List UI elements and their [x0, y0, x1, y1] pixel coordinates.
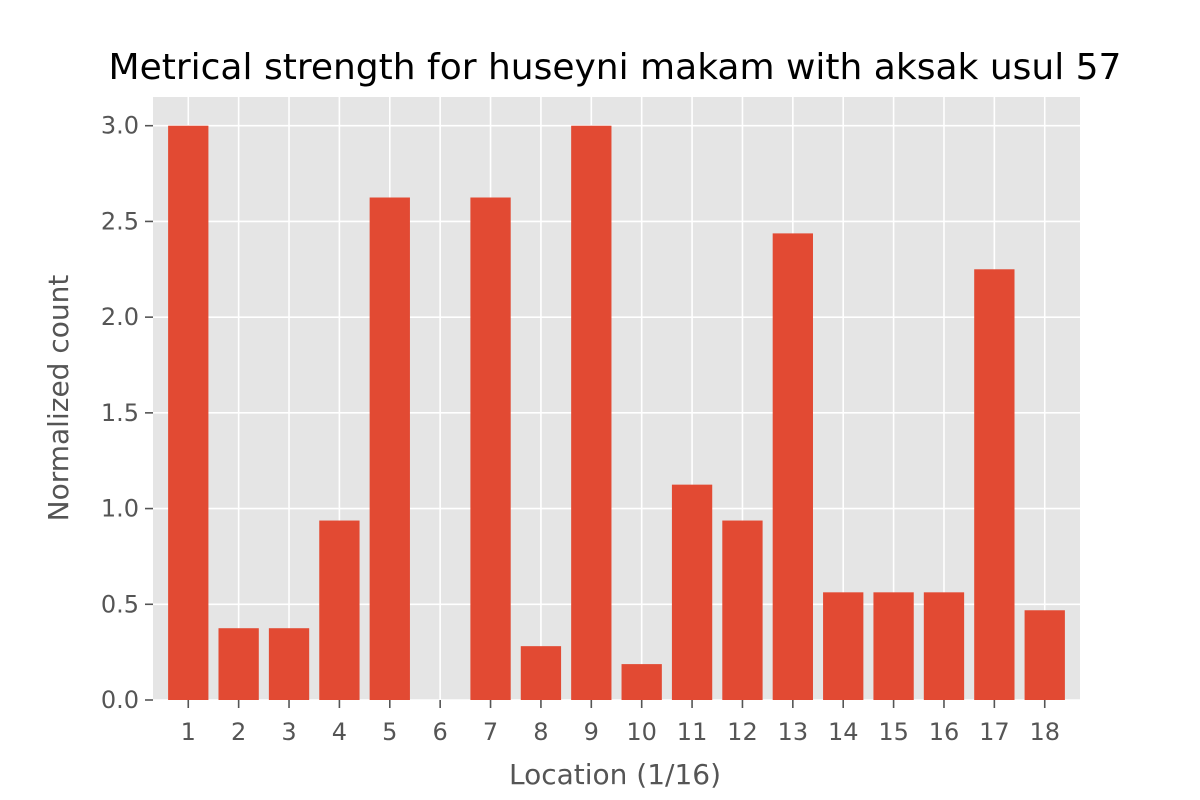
y-tick-label: 1.0	[101, 495, 139, 523]
bar-4	[319, 520, 360, 700]
x-tick-label: 8	[533, 718, 548, 746]
x-tick-label: 11	[677, 718, 708, 746]
x-tick-label: 4	[332, 718, 347, 746]
bar-13	[772, 233, 813, 700]
x-tick-label: 9	[584, 718, 599, 746]
bar-11	[671, 484, 713, 700]
bar-1	[168, 125, 209, 700]
y-tick-label: 1.5	[101, 399, 139, 427]
x-tick-label: 5	[382, 718, 397, 746]
tick-marks	[145, 124, 1046, 708]
y-axis-label: Normalized count	[42, 275, 75, 522]
bar-9	[571, 125, 612, 700]
x-tick-label: 7	[483, 718, 498, 746]
y-tick-label: 2.5	[101, 207, 139, 235]
x-tick-label: 15	[878, 718, 909, 746]
x-tick-label: 10	[626, 718, 657, 746]
y-tick-label: 0.0	[101, 686, 139, 714]
chart-title: Metrical strength for huseyni makam with…	[109, 47, 1122, 88]
x-tick-label: 6	[433, 718, 448, 746]
bar-12	[722, 520, 763, 700]
bar-7	[470, 197, 511, 700]
bar-10	[621, 664, 662, 700]
x-tick-label: 16	[929, 718, 960, 746]
x-tick-labels: 1 2 3 4 5 6 7 8 9 10 11 12 13 14 15 16 17 18	[181, 718, 1060, 746]
y-tick-label: 2.0	[101, 303, 139, 331]
bar-3	[268, 628, 310, 700]
y-tick-label: 0.5	[101, 590, 139, 618]
x-tick-label: 2	[231, 718, 246, 746]
bar-14	[823, 592, 864, 700]
x-tick-label: 12	[727, 718, 758, 746]
bar-2	[218, 628, 259, 700]
bar-18	[1024, 610, 1065, 700]
bar-5	[369, 197, 410, 700]
x-tick-label: 17	[979, 718, 1010, 746]
x-axis-label: Location (1/16)	[509, 758, 721, 791]
x-tick-label: 13	[778, 718, 809, 746]
bar-8	[520, 646, 562, 700]
bars	[168, 125, 1065, 700]
bar-16	[923, 592, 965, 700]
bar-17	[974, 269, 1015, 700]
y-tick-labels: 0.0 0.5 1.0 1.5 2.0 2.5 3.0	[101, 112, 139, 714]
bar-15	[873, 592, 914, 700]
x-tick-label: 1	[181, 718, 196, 746]
x-tick-label: 3	[281, 718, 296, 746]
y-tick-label: 3.0	[101, 112, 139, 140]
x-tick-label: 18	[1029, 718, 1060, 746]
x-tick-label: 14	[828, 718, 859, 746]
